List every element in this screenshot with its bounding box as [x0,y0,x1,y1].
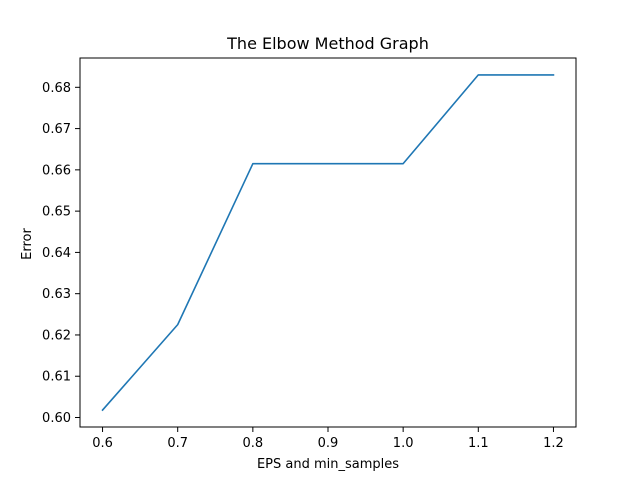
series-line-error [101,74,555,412]
x-tick-label: 1.1 [468,436,489,451]
y-tick-label: 0.64 [42,246,71,261]
chart-title: The Elbow Method Graph [226,34,429,53]
y-tick-label: 0.61 [42,370,71,385]
x-tick-label: 1.0 [393,436,414,451]
y-axis-label: Error [20,228,35,260]
x-tick-label: 0.6 [92,436,113,451]
x-tick-label: 0.8 [243,436,264,451]
x-tick-label: 1.2 [543,436,564,451]
x-tick-label: 0.9 [318,436,339,451]
y-tick-label: 0.63 [42,287,71,302]
y-tick-label: 0.62 [42,328,71,343]
y-tick-label: 0.68 [42,81,71,96]
x-axis-ticks: 0.6 0.7 0.8 0.9 1.0 1.1 1.2 [92,427,564,451]
x-axis-label: EPS and min_samples [257,457,399,472]
plot-area-frame [79,57,577,428]
y-tick-label: 0.67 [42,122,71,137]
y-tick-label: 0.65 [42,205,71,220]
x-tick-label: 0.7 [167,436,188,451]
y-axis-ticks: 0.60 0.61 0.62 0.63 0.64 0.65 0.66 0.67 0.68 [42,81,80,426]
y-tick-label: 0.66 [42,163,71,178]
y-tick-label: 0.60 [42,411,71,426]
